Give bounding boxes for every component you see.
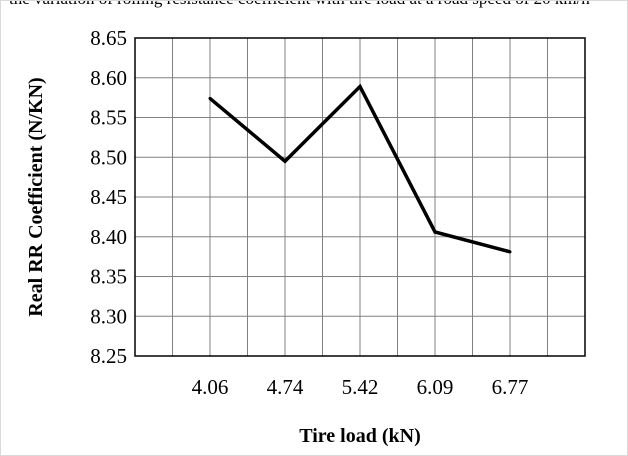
- y-tick-label: 8.30: [90, 304, 127, 328]
- x-tick-label: 5.42: [342, 375, 379, 399]
- y-tick-label: 8.55: [90, 106, 127, 130]
- x-tick-label: 4.74: [267, 375, 304, 399]
- y-tick-label: 8.60: [90, 66, 127, 90]
- cropped-caption-text: the variation of rolling resistance coef…: [9, 1, 590, 9]
- x-tick-label: 6.09: [417, 375, 454, 399]
- y-tick-label: 8.35: [90, 265, 127, 289]
- x-axis-title: Tire load (kN): [299, 425, 421, 447]
- y-tick-label: 8.25: [90, 344, 127, 368]
- y-tick-label: 8.40: [90, 225, 127, 249]
- grid: [135, 37, 585, 357]
- data-point: [208, 96, 212, 100]
- y-tick-label: 8.65: [90, 26, 127, 50]
- data-point: [358, 84, 362, 88]
- y-axis-title: Real RR Coefficient (N/KN): [25, 77, 47, 316]
- y-axis-tick-labels: 8.25 8.30 8.35 8.40 8.45 8.50 8.55 8.60 8.65: [90, 26, 127, 368]
- x-tick-label: 4.06: [192, 375, 229, 399]
- plot-area-border: [134, 37, 586, 357]
- data-point: [508, 250, 512, 254]
- y-tick-label: 8.45: [90, 185, 127, 209]
- x-tick-label: 6.77: [492, 375, 529, 399]
- data-point: [433, 230, 437, 234]
- series: [208, 83, 512, 254]
- y-tick-label: 8.50: [90, 145, 127, 169]
- data-point: [283, 159, 287, 163]
- x-axis-tick-labels: 4.06 4.74 5.42 6.09 6.77: [192, 375, 529, 399]
